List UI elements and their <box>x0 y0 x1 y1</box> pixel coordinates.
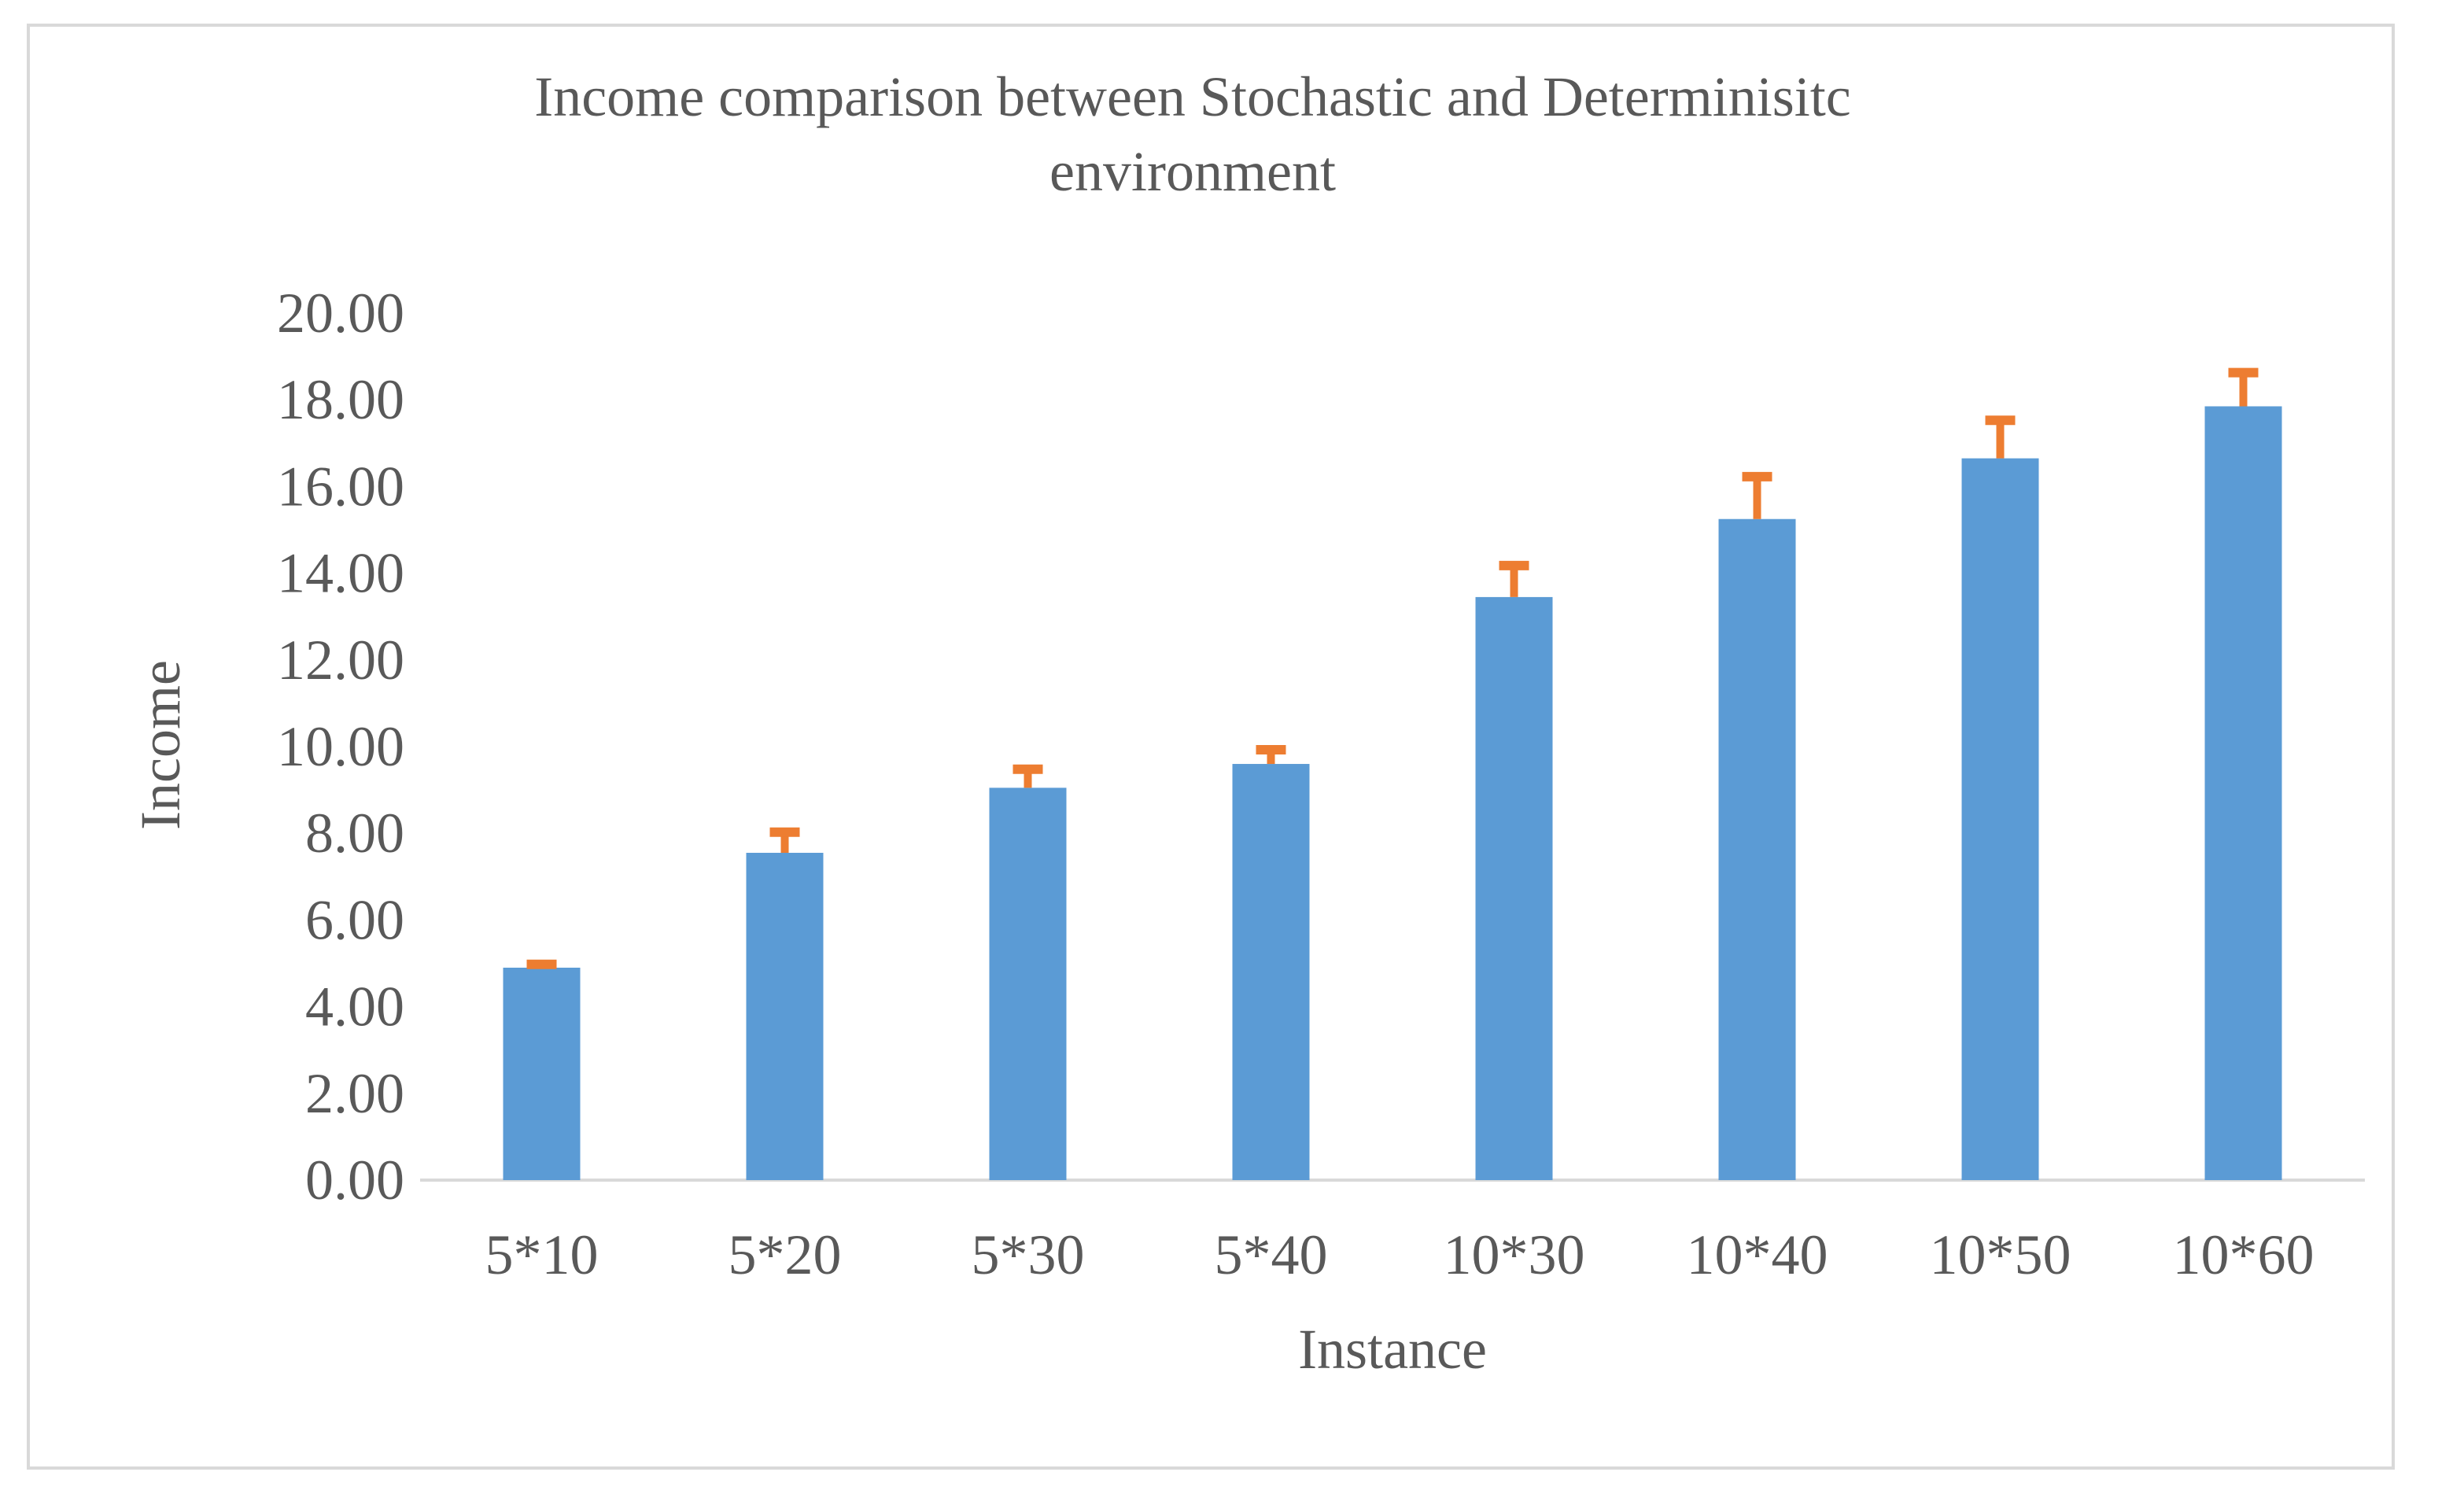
y-tick-label: 18.00 <box>277 368 404 431</box>
bars <box>503 406 2282 1180</box>
y-tick-label: 16.00 <box>277 455 404 518</box>
x-tick-label: 10*60 <box>2173 1223 2315 1286</box>
y-tick-label: 12.00 <box>277 629 404 692</box>
y-tick-label: 6.00 <box>305 888 404 951</box>
chart-title-line-1: Income comparison between Stochastic and… <box>534 65 1850 128</box>
x-axis-ticks: 5*10 5*20 5*30 5*40 10*30 10*40 10*50 10*60 <box>485 1223 2315 1286</box>
chart-title-line-2: environment <box>1049 140 1336 203</box>
y-tick-label: 8.00 <box>305 802 404 865</box>
x-tick-label: 5*10 <box>485 1223 599 1286</box>
income-bar-chart: Income comparison between Stochastic and… <box>129 65 2365 1381</box>
y-tick-label: 0.00 <box>305 1149 404 1212</box>
bar <box>989 788 1067 1180</box>
x-tick-label: 5*30 <box>972 1223 1085 1286</box>
y-axis-ticks: 0.00 2.00 4.00 6.00 8.00 10.00 12.00 14.00 16.00… <box>277 282 404 1212</box>
x-tick-label: 10*50 <box>1930 1223 2071 1286</box>
bar <box>1232 764 1310 1180</box>
bar <box>1718 518 1796 1180</box>
x-tick-label: 5*40 <box>1215 1223 1328 1286</box>
bar <box>503 968 581 1180</box>
y-tick-label: 2.00 <box>305 1062 404 1125</box>
bar <box>1475 596 1553 1180</box>
y-tick-label: 4.00 <box>305 976 404 1038</box>
y-tick-label: 14.00 <box>277 542 404 605</box>
x-tick-label: 10*40 <box>1687 1223 1828 1286</box>
bar <box>746 852 824 1180</box>
y-tick-label: 10.00 <box>277 715 404 778</box>
bar <box>1961 458 2039 1180</box>
x-tick-label: 10*30 <box>1444 1223 1585 1286</box>
y-tick-label: 20.00 <box>277 282 404 345</box>
y-axis-title: Income <box>129 660 192 830</box>
error-bars <box>526 367 2259 969</box>
x-axis-title: Instance <box>1298 1318 1487 1381</box>
x-tick-label: 5*20 <box>729 1223 842 1286</box>
chart-frame: Income comparison between Stochastic and… <box>27 24 2395 1470</box>
bar <box>2204 406 2282 1180</box>
